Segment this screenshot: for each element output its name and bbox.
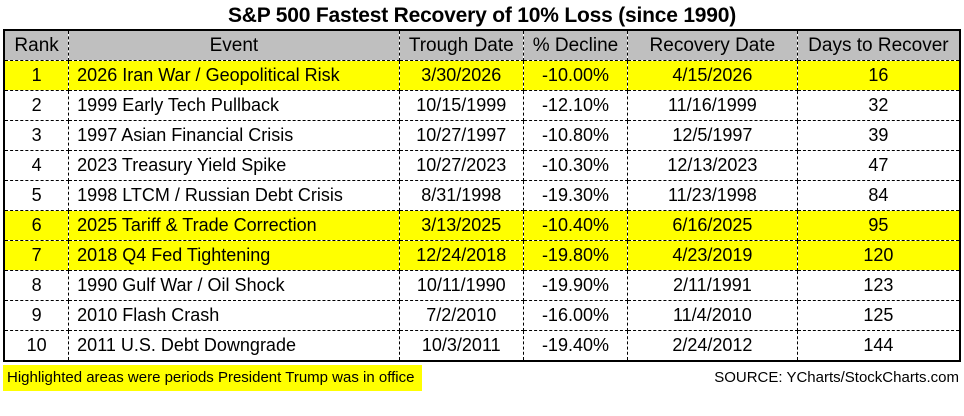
cell-pct-decline: -19.80% bbox=[522, 240, 629, 271]
cell-pct-decline: -10.80% bbox=[522, 120, 629, 151]
cell-days-to-recover: 32 bbox=[796, 90, 961, 121]
cell-recovery-date: 4/23/2019 bbox=[627, 240, 798, 271]
table-row: 3 1997 Asian Financial Crisis 10/27/1997 -1… bbox=[3, 120, 961, 151]
cell-rank: 5 bbox=[3, 180, 70, 211]
column-header-rank: Rank bbox=[3, 29, 70, 61]
table-row: 7 2018 Q4 Fed Tightening 12/24/2018 -19.80%… bbox=[3, 240, 961, 271]
column-header-days-to-recover: Days to Recover bbox=[796, 29, 961, 61]
recovery-table: Rank Event Trough Date % Decline Recover… bbox=[3, 29, 961, 362]
table-row: 9 2010 Flash Crash 7/2/2010 -16.00% 11/4/201… bbox=[3, 300, 961, 331]
cell-trough-date: 10/15/1999 bbox=[398, 90, 524, 121]
table-row: 8 1990 Gulf War / Oil Shock 10/11/1990 -19.… bbox=[3, 270, 961, 301]
cell-recovery-date: 11/16/1999 bbox=[627, 90, 798, 121]
cell-trough-date: 3/13/2025 bbox=[398, 210, 524, 241]
cell-rank: 6 bbox=[3, 210, 70, 241]
cell-recovery-date: 11/4/2010 bbox=[627, 300, 798, 331]
column-header-event: Event bbox=[68, 29, 400, 61]
cell-days-to-recover: 16 bbox=[796, 60, 961, 91]
table-row: 2 1999 Early Tech Pullback 10/15/1999 -12.1… bbox=[3, 90, 961, 121]
cell-days-to-recover: 47 bbox=[796, 150, 961, 181]
cell-recovery-date: 4/15/2026 bbox=[627, 60, 798, 91]
cell-pct-decline: -12.10% bbox=[522, 90, 629, 121]
table-row: 5 1998 LTCM / Russian Debt Crisis 8/31/199… bbox=[3, 180, 961, 211]
cell-event: 2025 Tariff & Trade Correction bbox=[68, 210, 400, 241]
cell-rank: 1 bbox=[3, 60, 70, 91]
cell-trough-date: 10/27/1997 bbox=[398, 120, 524, 151]
cell-event: 1997 Asian Financial Crisis bbox=[68, 120, 400, 151]
cell-event: 1999 Early Tech Pullback bbox=[68, 90, 400, 121]
page-title: S&P 500 Fastest Recovery of 10% Loss (si… bbox=[227, 4, 737, 27]
table-row: 6 2025 Tariff & Trade Correction 3/13/2025… bbox=[3, 210, 961, 241]
cell-pct-decline: -19.40% bbox=[522, 330, 629, 362]
cell-pct-decline: -16.00% bbox=[522, 300, 629, 331]
cell-rank: 8 bbox=[3, 270, 70, 301]
cell-pct-decline: -10.00% bbox=[522, 60, 629, 91]
cell-pct-decline: -10.40% bbox=[522, 210, 629, 241]
cell-trough-date: 3/30/2026 bbox=[398, 60, 524, 91]
cell-event: 2018 Q4 Fed Tightening bbox=[68, 240, 400, 271]
column-header-trough-date: Trough Date bbox=[398, 29, 524, 61]
cell-trough-date: 10/27/2023 bbox=[398, 150, 524, 181]
cell-trough-date: 12/24/2018 bbox=[398, 240, 524, 271]
table-header: Rank Event Trough Date % Decline Recover… bbox=[3, 29, 961, 61]
cell-days-to-recover: 123 bbox=[796, 270, 961, 301]
cell-recovery-date: 6/16/2025 bbox=[627, 210, 798, 241]
cell-pct-decline: -10.30% bbox=[522, 150, 629, 181]
cell-recovery-date: 2/24/2012 bbox=[627, 330, 798, 362]
cell-rank: 4 bbox=[3, 150, 70, 181]
cell-event: 2023 Treasury Yield Spike bbox=[68, 150, 400, 181]
cell-rank: 7 bbox=[3, 240, 70, 271]
cell-event: 2026 Iran War / Geopolitical Risk bbox=[68, 60, 400, 91]
footer: Highlighted areas were periods President… bbox=[3, 365, 961, 391]
cell-event: 1998 LTCM / Russian Debt Crisis bbox=[68, 180, 400, 211]
cell-recovery-date: 11/23/1998 bbox=[627, 180, 798, 211]
cell-recovery-date: 2/11/1991 bbox=[627, 270, 798, 301]
column-header-pct-decline: % Decline bbox=[522, 29, 629, 61]
highlight-footnote: Highlighted areas were periods President… bbox=[3, 365, 423, 391]
table-row: 4 2023 Treasury Yield Spike 10/27/2023 -10.… bbox=[3, 150, 961, 181]
cell-recovery-date: 12/5/1997 bbox=[627, 120, 798, 151]
cell-days-to-recover: 144 bbox=[796, 330, 961, 362]
cell-trough-date: 10/3/2011 bbox=[398, 330, 524, 362]
cell-trough-date: 8/31/1998 bbox=[398, 180, 524, 211]
source-credit: SOURCE: YCharts/StockCharts.com bbox=[714, 369, 959, 386]
cell-event: 1990 Gulf War / Oil Shock bbox=[68, 270, 400, 301]
cell-trough-date: 10/11/1990 bbox=[398, 270, 524, 301]
cell-pct-decline: -19.30% bbox=[522, 180, 629, 211]
cell-days-to-recover: 95 bbox=[796, 210, 961, 241]
cell-days-to-recover: 120 bbox=[796, 240, 961, 271]
cell-rank: 10 bbox=[3, 330, 70, 362]
cell-event: 2010 Flash Crash bbox=[68, 300, 400, 331]
cell-rank: 9 bbox=[3, 300, 70, 331]
header-row: Rank Event Trough Date % Decline Recover… bbox=[3, 29, 961, 61]
table-row: 1 2026 Iran War / Geopolitical Risk 3/30/2… bbox=[3, 60, 961, 91]
cell-rank: 3 bbox=[3, 120, 70, 151]
table-body: 1 2026 Iran War / Geopolitical Risk 3/30/2… bbox=[3, 60, 961, 362]
cell-trough-date: 7/2/2010 bbox=[398, 300, 524, 331]
cell-days-to-recover: 84 bbox=[796, 180, 961, 211]
cell-event: 2011 U.S. Debt Downgrade bbox=[68, 330, 400, 362]
cell-days-to-recover: 125 bbox=[796, 300, 961, 331]
table-row: 10 2011 U.S. Debt Downgrade 10/3/2011 -19.4… bbox=[3, 330, 961, 362]
cell-pct-decline: -19.90% bbox=[522, 270, 629, 301]
cell-recovery-date: 12/13/2023 bbox=[627, 150, 798, 181]
cell-rank: 2 bbox=[3, 90, 70, 121]
cell-days-to-recover: 39 bbox=[796, 120, 961, 151]
column-header-recovery-date: Recovery Date bbox=[627, 29, 798, 61]
